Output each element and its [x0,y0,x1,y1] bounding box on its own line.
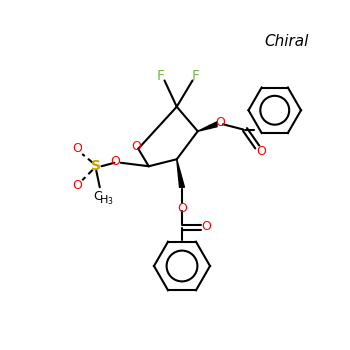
Text: O: O [201,220,211,233]
Text: O: O [111,154,120,168]
Text: O: O [216,116,225,129]
Text: S: S [91,159,101,173]
Text: H$_3$: H$_3$ [99,193,114,207]
Text: O: O [72,179,82,192]
Text: O: O [132,140,141,154]
Text: O: O [256,145,266,158]
Polygon shape [198,122,217,131]
Text: F: F [157,69,165,83]
Text: F: F [192,69,200,83]
Text: C: C [94,190,103,203]
Text: O: O [177,202,187,215]
Text: O: O [72,142,82,155]
Text: Chiral: Chiral [265,35,309,49]
Polygon shape [177,159,184,187]
